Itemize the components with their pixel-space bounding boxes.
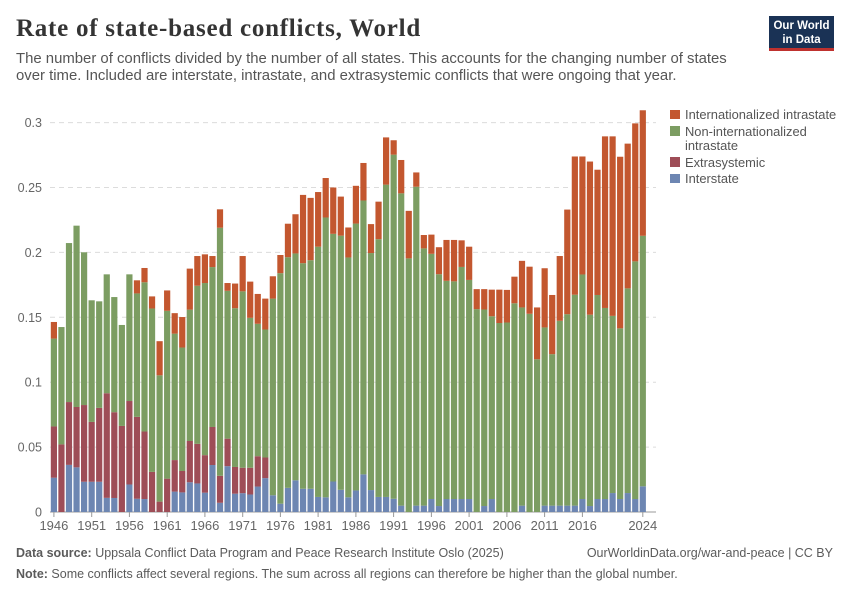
svg-text:1961: 1961 [153,518,182,533]
svg-text:1981: 1981 [304,518,333,533]
svg-text:1996: 1996 [417,518,446,533]
svg-text:2001: 2001 [455,518,484,533]
svg-text:0.2: 0.2 [25,246,42,260]
svg-text:2006: 2006 [492,518,521,533]
svg-text:1976: 1976 [266,518,295,533]
svg-text:1966: 1966 [190,518,219,533]
svg-text:1971: 1971 [228,518,257,533]
svg-text:1951: 1951 [77,518,106,533]
svg-text:1991: 1991 [379,518,408,533]
svg-text:1946: 1946 [39,518,68,533]
svg-text:0.1: 0.1 [25,376,42,390]
svg-text:2011: 2011 [531,518,559,533]
svg-text:0: 0 [35,506,42,520]
svg-text:0.15: 0.15 [18,311,42,325]
svg-text:1986: 1986 [341,518,370,533]
svg-text:0.05: 0.05 [18,441,42,455]
svg-text:0.25: 0.25 [18,181,42,195]
svg-text:1956: 1956 [115,518,144,533]
svg-text:2024: 2024 [628,518,657,533]
svg-text:0.3: 0.3 [25,116,42,130]
svg-text:2016: 2016 [568,518,597,533]
